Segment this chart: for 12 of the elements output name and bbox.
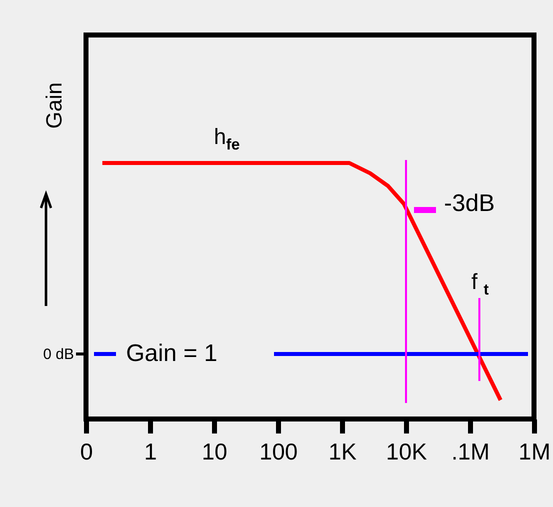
x-tick-label: 10K — [386, 438, 428, 464]
x-tick-label: .1M — [451, 438, 490, 464]
x-tick-label: 10 — [202, 438, 228, 464]
x-tick-label: 1K — [328, 438, 358, 464]
x-tick-label: 1 — [144, 438, 157, 464]
x-tick-label: 100 — [259, 438, 298, 464]
x-tick-label: 1M — [518, 438, 550, 464]
text: 0 dB — [43, 346, 74, 363]
x-tick-label: 0 — [80, 438, 93, 464]
annotation: Gain = 1 — [126, 340, 218, 367]
y-axis-title: Gain — [42, 82, 66, 129]
annotation: -3dB — [444, 190, 495, 217]
